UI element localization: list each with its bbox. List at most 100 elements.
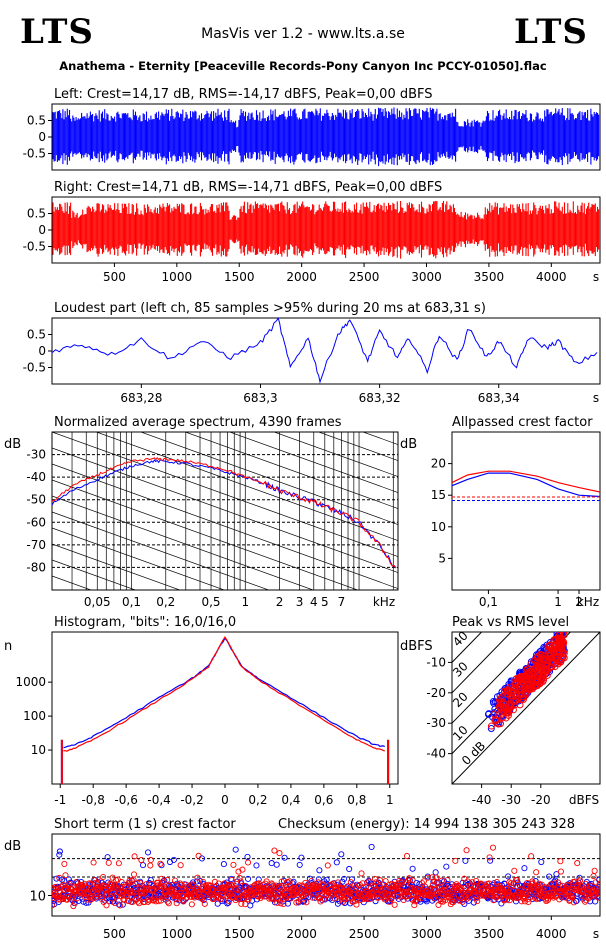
spectrum-line-left — [52, 459, 397, 568]
crest-point-right — [424, 891, 431, 898]
scatter-point-right — [551, 663, 559, 671]
crest-point-right — [442, 897, 449, 904]
crest-point-right — [238, 900, 245, 907]
crest-point-right — [407, 881, 414, 888]
crest-point-right — [111, 900, 118, 907]
crest-point-right — [526, 888, 534, 895]
crest-point-right — [146, 897, 153, 904]
crest-point-right — [324, 862, 331, 869]
crest-point-right — [353, 901, 360, 908]
crest-point-right — [282, 894, 289, 901]
crest-point-right — [136, 900, 143, 907]
crest-point-left — [338, 851, 345, 858]
scatter-point-right — [560, 632, 568, 639]
crest-point-right — [574, 860, 581, 867]
crest-point-left — [423, 898, 430, 905]
crest-point-left — [553, 871, 560, 878]
scatter-point-right — [506, 705, 514, 713]
crest-point-right — [465, 894, 472, 901]
crest-point-right — [271, 847, 278, 854]
scatter-point-right — [502, 700, 510, 708]
crest-point-left — [139, 862, 147, 869]
crest-point-right — [535, 880, 543, 887]
crest-point-right — [197, 894, 204, 901]
histogram-line-left — [63, 637, 386, 749]
crest-point-right — [382, 878, 389, 885]
y-tick-label: -70 — [26, 538, 46, 552]
x-tick-label: 5 — [321, 595, 329, 609]
crest-point-right — [489, 844, 497, 851]
crest-point-left — [220, 861, 227, 868]
crest-point-right — [459, 890, 466, 897]
x-tick-label: 1 — [386, 793, 394, 807]
scatter-point-right — [494, 711, 502, 719]
crest-point-right — [485, 880, 493, 887]
crest-point-right — [483, 893, 490, 900]
scatter-point-right — [495, 720, 503, 728]
crest-point-left — [341, 875, 348, 882]
crest-point-left — [56, 848, 63, 855]
crest-point-right — [70, 902, 77, 910]
crest-point-left — [273, 861, 280, 868]
x-tick-label: 2500 — [349, 927, 380, 941]
crest-point-right — [587, 882, 594, 889]
crest-point-right — [558, 893, 565, 900]
grid-line-diagonal — [317, 432, 398, 461]
crest-point-left — [110, 898, 117, 905]
crest-point-right — [169, 891, 176, 898]
crest-point-right — [108, 881, 115, 888]
scatter-point-right — [503, 689, 511, 697]
scatter-point-right — [514, 678, 522, 686]
crest-point-right — [130, 871, 138, 878]
crest-point-right — [411, 902, 418, 909]
crest-point-right — [170, 881, 177, 888]
crest-point-right — [134, 879, 141, 886]
scatter-point-right — [532, 681, 540, 689]
scatter-point-right — [554, 634, 562, 642]
x-tick-label: 7 — [338, 595, 346, 609]
x-tick-label: 683,28 — [120, 391, 162, 405]
scatter-point-right — [496, 698, 504, 706]
crest-point-right — [177, 880, 184, 887]
x-tick-label: 1 — [554, 595, 562, 609]
x-tick-label: 1500 — [224, 270, 255, 284]
scatter-point-right — [537, 663, 545, 671]
crest-point-right — [530, 887, 538, 894]
crest-point-right — [206, 890, 213, 897]
crest-point-right — [242, 901, 249, 908]
grid-line-diagonal — [52, 463, 398, 589]
crest-point-left — [53, 875, 60, 882]
app-title: MasVis ver 1.2 - www.lts.a.se — [201, 26, 405, 42]
crest-point-right — [245, 896, 252, 903]
crest-point-right — [138, 856, 145, 864]
waveform-left-waveform — [52, 107, 600, 167]
scatter-point-right — [497, 694, 505, 702]
crest-point-right — [74, 895, 81, 902]
x-tick-label: -20 — [531, 793, 551, 807]
crest-point-right — [62, 872, 69, 879]
y-tick-label: 0.5 — [27, 114, 46, 128]
x-tick-label: 0,8 — [347, 793, 366, 807]
crest-point-right — [194, 874, 201, 881]
scatter-point-right — [546, 663, 554, 671]
grid-line-diagonal — [273, 432, 398, 477]
y-tick-label: 100 — [23, 709, 46, 723]
crest-point-right — [123, 889, 130, 896]
crest-point-right — [459, 898, 466, 905]
crest-point-right — [362, 883, 370, 891]
crest-point-right — [278, 878, 285, 885]
plot-frame — [51, 833, 601, 917]
crest-point-right — [237, 878, 244, 885]
y-tick-label: -20 — [426, 686, 446, 700]
panel-title: Right: Crest=14,71 dB, RMS=-14,71 dBFS, … — [54, 180, 442, 195]
crest-point-right — [582, 880, 589, 887]
scatter-point-right — [509, 706, 517, 714]
scatter-point-right — [505, 688, 513, 696]
scatter-point-right — [487, 722, 495, 730]
crest-point-left — [316, 867, 323, 874]
crest-point-right — [334, 879, 341, 886]
crest-point-right — [489, 892, 496, 900]
plot-frame — [51, 631, 399, 785]
